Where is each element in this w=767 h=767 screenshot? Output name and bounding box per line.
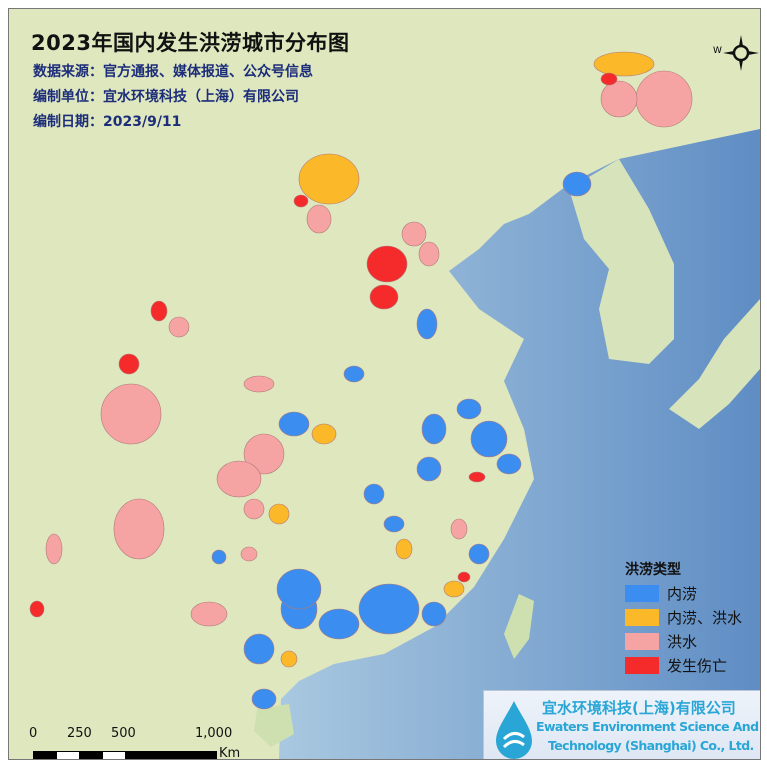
scale-tick: 250 (67, 726, 92, 741)
water-drop-icon (496, 701, 532, 759)
flood-region-both (268, 503, 290, 525)
legend-label: 发生伤亡 (667, 656, 728, 675)
flood-region-naolao (496, 453, 522, 475)
japan (669, 299, 760, 429)
flood-region-flood (306, 204, 332, 234)
flood-region-naolao (276, 568, 322, 610)
map-frame: 2023年国内发生洪涝城市分布图 数据来源：官方通报、媒体报道、公众号信息 编制… (8, 8, 761, 760)
compass-west: W (713, 46, 722, 56)
flood-region-flood (113, 498, 165, 560)
flood-region-flood (401, 221, 427, 247)
legend-label: 内涝 (667, 584, 698, 603)
flood-region-flood (240, 546, 258, 562)
flood-region-naolao (562, 171, 592, 197)
legend-item: 发生伤亡 (625, 653, 742, 677)
flood-region-flood (100, 383, 162, 445)
flood-region-naolao (343, 365, 365, 383)
flood-region-flood (190, 601, 228, 627)
logo-en-2: Technology (Shanghai) Co., Ltd. (548, 738, 754, 753)
flood-region-naolao (468, 543, 490, 565)
legend-swatch (625, 584, 659, 602)
logo-cn: 宜水环境科技(上海)有限公司 (542, 699, 736, 717)
flood-regions (29, 51, 693, 710)
legend-label: 内涝、洪水 (667, 608, 743, 627)
company-logo: 宜水环境科技(上海)有限公司 Ewaters Environment Scien… (483, 690, 760, 759)
flood-region-flood (418, 241, 440, 267)
flood-region-casualty (29, 600, 45, 618)
flood-region-both (311, 423, 337, 445)
scale-unit: Km (219, 746, 241, 760)
flood-region-casualty (150, 300, 168, 322)
flood-region-naolao (421, 601, 447, 627)
legend-swatch (625, 656, 659, 674)
flood-region-naolao (383, 515, 405, 533)
flood-region-naolao (416, 308, 438, 340)
hainan (254, 704, 294, 747)
scale-tick: 1,000 (195, 726, 233, 741)
flood-region-naolao (470, 420, 508, 458)
data-source: 数据来源：官方通报、媒体报道、公众号信息 (33, 64, 313, 80)
map-canvas (9, 9, 760, 759)
taiwan (504, 594, 534, 659)
flood-region-naolao (456, 398, 482, 420)
flood-region-flood (216, 460, 262, 498)
korea-peninsula (569, 159, 674, 364)
flood-region-casualty (366, 245, 408, 283)
map-title: 2023年国内发生洪涝城市分布图 (31, 31, 350, 55)
flood-region-naolao (421, 413, 447, 445)
flood-region-naolao (243, 633, 275, 665)
scale-tick: 500 (111, 726, 136, 741)
flood-region-naolao (318, 608, 360, 640)
flood-region-casualty (118, 353, 140, 375)
legend-item: 内涝 (625, 581, 742, 605)
flood-region-naolao (251, 688, 277, 710)
flood-region-naolao (278, 411, 310, 437)
flood-region-flood (243, 433, 285, 475)
flood-region-casualty (457, 571, 471, 583)
legend-item: 内涝、洪水 (625, 605, 742, 629)
flood-region-flood (635, 70, 693, 128)
flood-region-naolao (363, 483, 385, 505)
flood-region-flood (243, 375, 275, 393)
compiled-by: 编制单位：宜水环境科技（上海）有限公司 (33, 89, 299, 105)
flood-region-flood (168, 316, 190, 338)
flood-region-casualty (369, 284, 399, 310)
flood-region-both (298, 153, 360, 205)
compile-date: 编制日期：2023/9/11 (33, 114, 182, 130)
legend-swatch (625, 632, 659, 650)
legend-item: 洪水 (625, 629, 742, 653)
flood-region-flood (600, 80, 638, 118)
flood-region-both (443, 580, 465, 598)
flood-region-casualty (600, 72, 618, 86)
flood-region-both (593, 51, 655, 77)
legend: 洪涝类型 内涝 内涝、洪水 洪水 发生伤亡 (625, 559, 742, 677)
legend-title: 洪涝类型 (625, 562, 681, 578)
logo-en-1: Ewaters Environment Science And (536, 719, 759, 734)
flood-region-flood (45, 533, 63, 565)
flood-region-casualty (293, 194, 309, 208)
legend-label: 洪水 (667, 632, 698, 651)
flood-region-naolao (416, 456, 442, 482)
flood-region-naolao (358, 583, 420, 635)
flood-region-both (280, 650, 298, 668)
flood-region-flood (450, 518, 468, 540)
flood-region-naolao (211, 549, 227, 565)
legend-swatch (625, 608, 659, 626)
flood-region-flood (243, 498, 265, 520)
flood-region-both (395, 538, 413, 560)
flood-region-casualty (468, 471, 486, 483)
scale-tick: 0 (29, 726, 38, 741)
